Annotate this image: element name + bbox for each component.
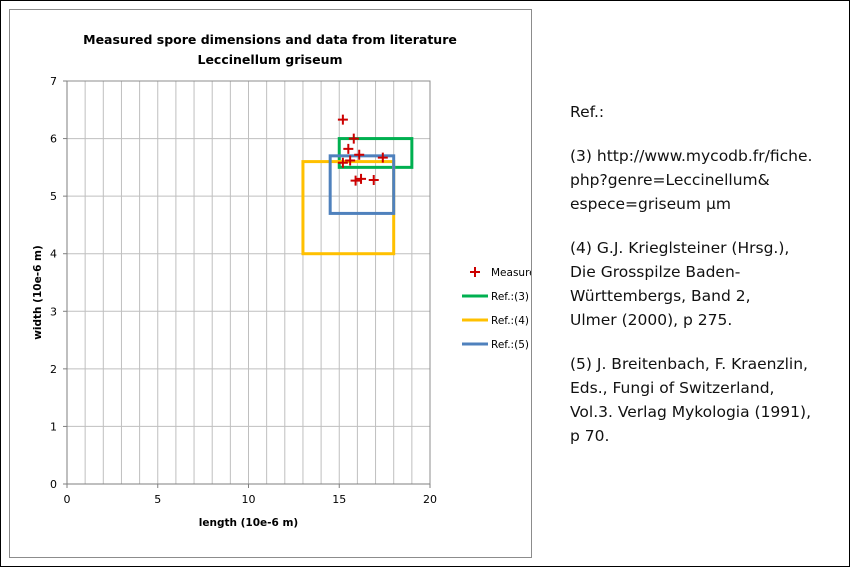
measured-point xyxy=(354,149,365,160)
legend-label: Ref.:(4) xyxy=(491,315,529,327)
reference-line: p 70. xyxy=(570,427,610,445)
measured-point xyxy=(368,175,379,186)
reference-panel: Ref.: (3) http://www.mycodb.fr/fiche. ph… xyxy=(570,100,840,448)
measured-point xyxy=(348,133,359,144)
reference-range-box xyxy=(328,154,396,215)
y-tick-label: 1 xyxy=(50,420,57,433)
legend-label: Ref.:(3) xyxy=(491,291,529,303)
reference-spacer xyxy=(570,332,840,352)
x-tick-label: 20 xyxy=(423,493,437,506)
x-tick-label: 5 xyxy=(154,493,161,506)
reference-spacer xyxy=(570,216,840,236)
reference-line: Die Grosspilze Baden- xyxy=(570,263,741,281)
measured-point xyxy=(345,155,356,166)
x-axis-label: length (10e-6 m) xyxy=(199,517,298,529)
reference-line: Württembergs, Band 2, xyxy=(570,287,751,305)
reference-line: espece=griseum µm xyxy=(570,195,731,213)
measured-point xyxy=(343,143,354,154)
y-tick-label: 4 xyxy=(50,248,57,261)
measured-point xyxy=(377,152,388,163)
reference-line: Ulmer (2000), p 275. xyxy=(570,311,733,329)
reference-spacer xyxy=(570,124,840,144)
reference-line: (3) http://www.mycodb.fr/fiche. xyxy=(570,147,813,165)
chart-subtitle: Leccinellum griseum xyxy=(197,52,343,67)
reference-line: Vol.3. Verlag Mykologia (1991), xyxy=(570,403,811,421)
measured-point xyxy=(337,157,348,168)
legend-marker-measured xyxy=(470,267,480,277)
reference-line: Eds., Fungi of Switzerland, xyxy=(570,379,775,397)
y-tick-label: 2 xyxy=(50,363,57,376)
measured-point xyxy=(356,173,367,184)
y-axis-label: width (10e-6 m) xyxy=(32,245,44,340)
measured-point xyxy=(350,175,361,186)
y-tick-label: 3 xyxy=(50,305,57,318)
reference-line: (4) G.J. Krieglsteiner (Hrsg.), xyxy=(570,239,790,257)
reference-line: (5) J. Breitenbach, F. Kraenzlin, xyxy=(570,355,808,373)
y-tick-label: 0 xyxy=(50,478,57,491)
reference-heading: Ref.: xyxy=(570,103,605,121)
y-tick-label: 6 xyxy=(50,133,57,146)
x-tick-label: 15 xyxy=(332,493,346,506)
x-tick-label: 0 xyxy=(64,493,71,506)
chart-panel: Measured spore dimensions and data from … xyxy=(9,9,532,558)
legend-label: Ref.:(5) xyxy=(491,339,529,351)
y-tick-label: 7 xyxy=(50,75,57,88)
reference-range-box xyxy=(337,137,414,169)
measured-point xyxy=(337,114,348,125)
chart-plot: 0 5 10 15 20 0 1 2 3 4 5 6 7 length (10e-6 m) width (1… xyxy=(32,75,531,529)
y-tick-label: 5 xyxy=(50,190,57,203)
x-tick-label: 10 xyxy=(242,493,256,506)
legend-label: Measured xyxy=(491,267,531,279)
chart-title: Measured spore dimensions and data from … xyxy=(83,32,457,47)
reference-line: php?genre=Leccinellum& xyxy=(570,171,770,189)
